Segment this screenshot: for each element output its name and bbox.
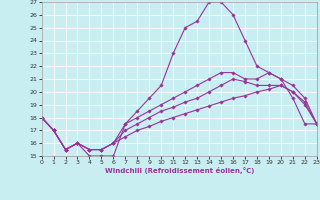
X-axis label: Windchill (Refroidissement éolien,°C): Windchill (Refroidissement éolien,°C) <box>105 167 254 174</box>
